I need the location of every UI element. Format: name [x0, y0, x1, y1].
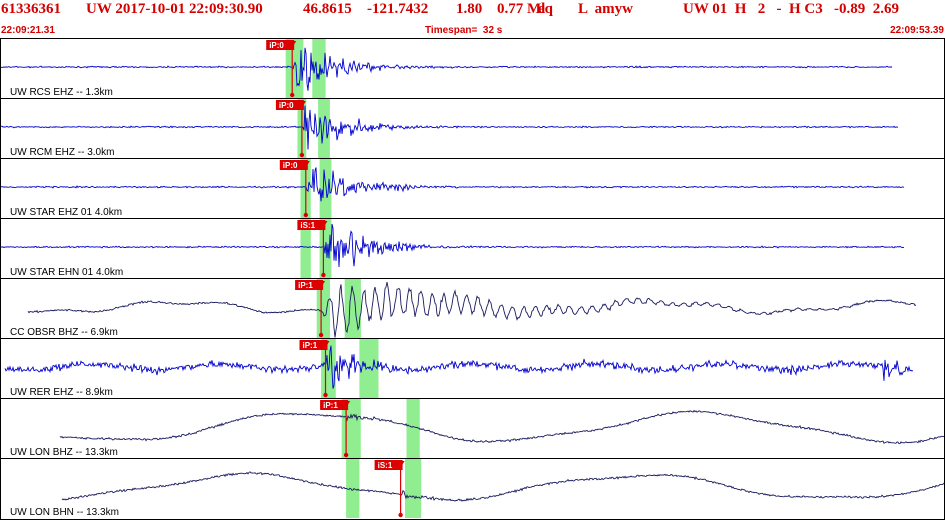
metric-2: 2.69: [872, 1, 899, 17]
event-id: 61336361: [1, 1, 61, 17]
analysis-window: [406, 398, 420, 458]
phase-flag-tip: [290, 41, 297, 46]
waveform: [0, 167, 905, 202]
waveform: [61, 471, 945, 502]
pick-marker[interactable]: [290, 92, 295, 98]
station-label: UW STAR EHN 01 4.0km: [10, 267, 123, 278]
start-time: 22:09:21.31: [1, 25, 55, 36]
network-info-text: UW 01 H 2 - H C3: [683, 1, 823, 17]
depth: 1.80: [456, 1, 483, 17]
timespan: Timespan= 32 s: [425, 25, 503, 36]
phase-flag-tip: [323, 341, 330, 346]
phase-flag[interactable]: [320, 400, 349, 410]
analysis-window: [300, 218, 311, 278]
pick-marker[interactable]: [318, 332, 324, 338]
end-time: 22:09:53.39: [890, 25, 944, 36]
trace-panel-3[interactable]: iP:0 UW STAR EHZ 01 4.0km: [0, 158, 945, 218]
waveform: [27, 282, 917, 338]
metric-1: -0.89: [833, 1, 866, 17]
analysis-window: [321, 338, 336, 398]
phase-label: iP:1: [303, 341, 318, 350]
phase-flag-tip: [321, 221, 328, 226]
analysis-window: [319, 158, 332, 218]
network-info: UW 01 H 2 - H C3 -0.89 2.69: [683, 1, 899, 18]
pick-marker[interactable]: [321, 272, 326, 278]
analysis-window: [405, 458, 422, 518]
phase-flag[interactable]: [374, 460, 403, 470]
station-label: UW RER EHZ -- 8.9km: [10, 387, 113, 398]
phase-label: iP:0: [269, 41, 284, 50]
event-type: eq: [538, 1, 553, 17]
analysis-window: [316, 278, 330, 338]
event-datetime: UW 2017-10-01 22:09:30.90: [86, 1, 263, 18]
phase-label: iS:1: [378, 461, 393, 470]
phase-flag-tip: [303, 161, 310, 166]
trace-panel-5[interactable]: iP:1 CC OBSR BHZ -- 6.9km: [0, 278, 945, 338]
phase-flag-tip: [299, 101, 306, 106]
phase-label: iS:1: [300, 221, 315, 230]
phase-flag-tip: [319, 281, 326, 286]
waveform: [0, 105, 899, 150]
pick-marker[interactable]: [343, 452, 349, 458]
station-label: CC OBSR BHZ -- 6.9km: [10, 327, 118, 338]
trace-panel-1[interactable]: iP:0 UW RCS EHZ -- 1.3km: [0, 38, 945, 98]
phase-label: iP:0: [279, 101, 294, 110]
waveform: [1, 223, 905, 268]
phase-flag-tip: [344, 401, 351, 406]
station-label: UW RCM EHZ -- 3.0km: [10, 147, 114, 158]
magnitude: 0.77 Ml: [497, 1, 546, 17]
waveform: [59, 409, 945, 445]
waveform: [0, 47, 893, 91]
trace-panel-2[interactable]: iP:0 UW RCM EHZ -- 3.0km: [0, 98, 945, 158]
phase-label: iP:1: [298, 281, 313, 290]
trace-panel-7[interactable]: iP:1 UW LON BHZ -- 13.3km: [0, 398, 945, 458]
phase-flag[interactable]: [295, 280, 324, 290]
longitude: -121.7432: [367, 1, 429, 17]
analysis-window: [318, 98, 330, 158]
event-header: 61336361 UW 2017-10-01 22:09:30.90 46.86…: [0, 0, 945, 38]
phase-flag-tip: [398, 461, 405, 466]
pick-marker[interactable]: [303, 212, 308, 218]
station-label: UW STAR EHZ 01 4.0km: [10, 207, 122, 218]
seismogram-panels[interactable]: iP:0 UW RCS EHZ -- 1.3km iP:0 UW RCM EHZ --…: [0, 38, 945, 520]
pick-marker[interactable]: [323, 392, 328, 398]
trace-panel-4[interactable]: iS:1 UW STAR EHN 01 4.0km: [0, 218, 945, 278]
phase-flag[interactable]: [275, 100, 304, 110]
station-label: UW LON BHZ -- 13.3km: [10, 447, 118, 458]
trace-panel-8[interactable]: iS:1 UW LON BHN -- 13.3km: [0, 458, 945, 518]
pick-marker[interactable]: [299, 152, 305, 158]
trace-panel-6[interactable]: iP:1 UW RER EHZ -- 8.9km: [0, 338, 945, 398]
analysis-window: [312, 38, 326, 98]
phase-label: iP:0: [283, 161, 298, 170]
origin-time: 2017-10-01 22:09:30.90: [115, 1, 263, 17]
analysis-window: [346, 458, 360, 518]
latitude: 46.8615: [303, 1, 352, 17]
phase-flag[interactable]: [299, 340, 328, 350]
phase-flag[interactable]: [297, 220, 326, 230]
station-label: UW RCS EHZ -- 1.3km: [10, 87, 113, 98]
network-code: UW: [86, 1, 112, 17]
waveform: [4, 345, 914, 389]
phase-flag[interactable]: [266, 40, 295, 50]
phase-flag[interactable]: [279, 160, 308, 170]
station-label: UW LON BHN -- 13.3km: [10, 507, 119, 518]
phase-label: iP:1: [323, 401, 338, 410]
origin-flags: L amyw: [578, 1, 634, 17]
pick-marker[interactable]: [398, 512, 403, 518]
